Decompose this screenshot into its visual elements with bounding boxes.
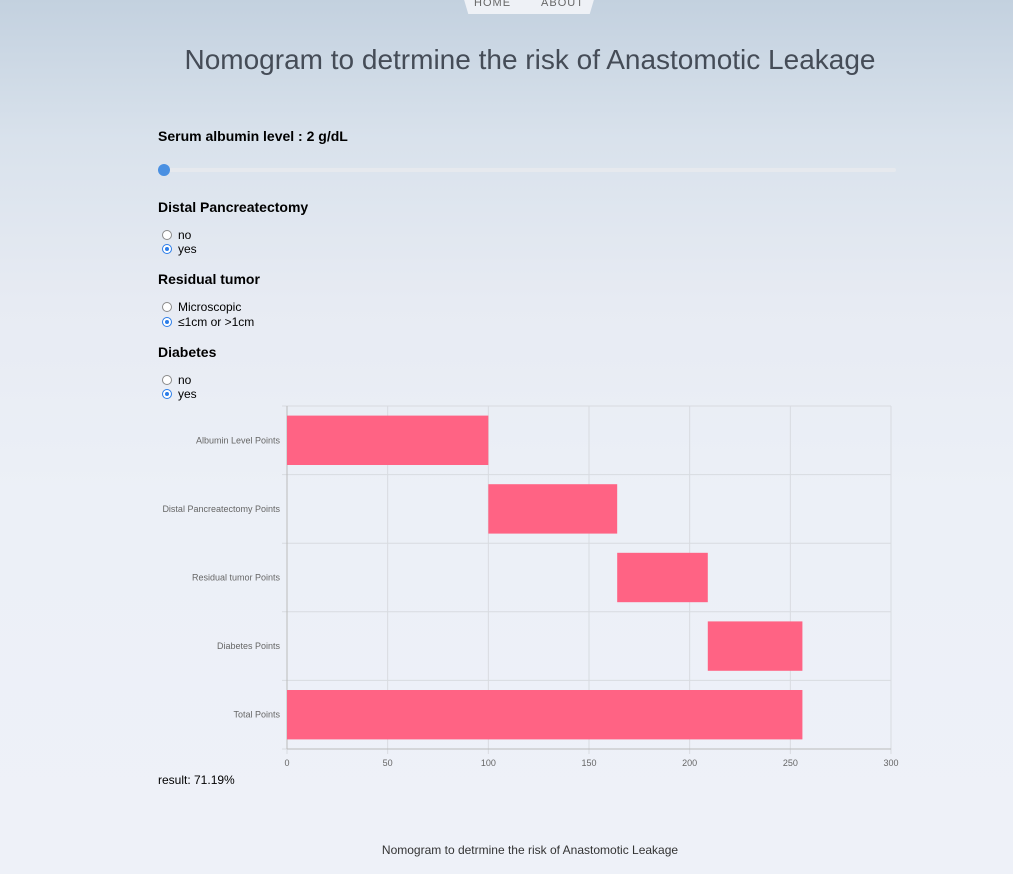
page-title: Nomogram to detrmine the risk of Anastom… — [184, 44, 876, 75]
option-label: Microscopic — [178, 300, 242, 314]
category-label: Distal Pancreatectomy Points — [162, 504, 280, 514]
option-label: yes — [178, 242, 197, 256]
distal-pancreatectomy-option-no[interactable]: no — [161, 228, 191, 242]
top-nav: HOME ABOUT — [460, 0, 598, 14]
distal-pancreatectomy-label: Distal Pancreatectomy — [158, 199, 309, 215]
result-text: result: 71.19% — [158, 773, 235, 787]
radio-button[interactable] — [162, 230, 172, 240]
x-tick-label: 300 — [883, 758, 898, 768]
bar-1 — [488, 484, 618, 534]
albumin-slider-track[interactable] — [164, 168, 896, 172]
nav-home-link[interactable]: HOME — [474, 0, 512, 9]
residual-tumor-option-macroscopic[interactable]: ≤1cm or >1cm — [161, 315, 254, 329]
category-label: Residual tumor Points — [192, 573, 281, 583]
radio-button-checked[interactable] — [162, 389, 172, 399]
residual-tumor-label: Residual tumor — [158, 271, 260, 287]
category-label: Albumin Level Points — [196, 435, 281, 445]
bar-3 — [707, 621, 803, 671]
x-tick-label: 50 — [383, 758, 393, 768]
diabetes-label: Diabetes — [158, 344, 217, 360]
option-label: no — [178, 228, 192, 242]
footer-text: Nomogram to detrmine the risk of Anastom… — [381, 843, 679, 857]
bar-4 — [287, 690, 803, 740]
radio-button[interactable] — [162, 302, 172, 312]
residual-tumor-option-microscopic[interactable]: Microscopic — [161, 300, 241, 314]
option-label: yes — [178, 387, 197, 401]
distal-pancreatectomy-option-yes[interactable]: yes — [161, 242, 197, 256]
nav-about-link[interactable]: ABOUT — [541, 0, 584, 9]
albumin-slider-thumb[interactable] — [158, 164, 170, 176]
option-label: no — [178, 373, 192, 387]
category-label: Total Points — [233, 710, 280, 720]
category-label: Diabetes Points — [217, 641, 281, 651]
x-tick-label: 150 — [581, 758, 596, 768]
diabetes-option-yes[interactable]: yes — [161, 387, 197, 401]
x-tick-label: 250 — [783, 758, 798, 768]
bar-2 — [617, 552, 708, 603]
diabetes-option-no[interactable]: no — [161, 373, 191, 387]
option-label: ≤1cm or >1cm — [178, 315, 255, 329]
albumin-label: Serum albumin level : 2 g/dL — [158, 128, 348, 144]
radio-button-checked[interactable] — [162, 317, 172, 327]
radio-button-checked[interactable] — [162, 244, 172, 254]
x-tick-label: 100 — [481, 758, 496, 768]
x-tick-label: 200 — [682, 758, 697, 768]
x-tick-label: 0 — [284, 758, 289, 768]
bar-0 — [287, 415, 489, 465]
radio-button[interactable] — [162, 375, 172, 385]
